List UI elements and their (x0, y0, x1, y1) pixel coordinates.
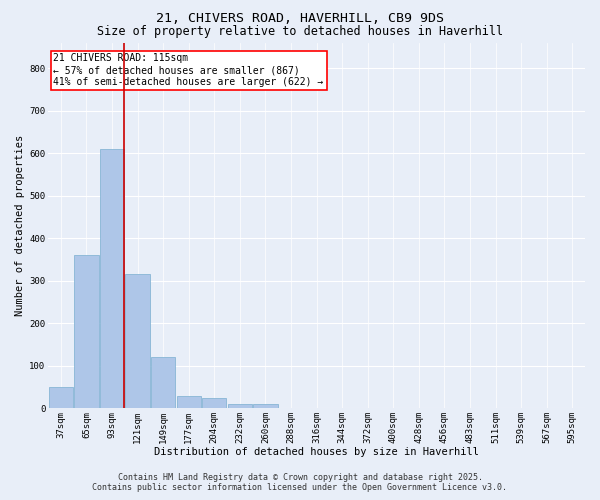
Bar (74, 255, 98, 408)
Bar (125, 274, 150, 408)
Y-axis label: Number of detached properties: Number of detached properties (15, 135, 25, 316)
Bar (100, 149, 124, 408)
Text: Contains HM Land Registry data © Crown copyright and database right 2025.
Contai: Contains HM Land Registry data © Crown c… (92, 473, 508, 492)
Bar (176, 396, 201, 408)
Bar (227, 404, 252, 408)
Text: Size of property relative to detached houses in Haverhill: Size of property relative to detached ho… (97, 25, 503, 38)
Bar (49, 387, 73, 408)
Bar (151, 358, 175, 408)
Bar (253, 404, 278, 408)
X-axis label: Distribution of detached houses by size in Haverhill: Distribution of detached houses by size … (154, 448, 479, 458)
Text: 21 CHIVERS ROAD: 115sqm
← 57% of detached houses are smaller (867)
41% of semi-d: 21 CHIVERS ROAD: 115sqm ← 57% of detache… (53, 54, 323, 86)
Bar (202, 398, 226, 408)
Text: 21, CHIVERS ROAD, HAVERHILL, CB9 9DS: 21, CHIVERS ROAD, HAVERHILL, CB9 9DS (156, 12, 444, 26)
